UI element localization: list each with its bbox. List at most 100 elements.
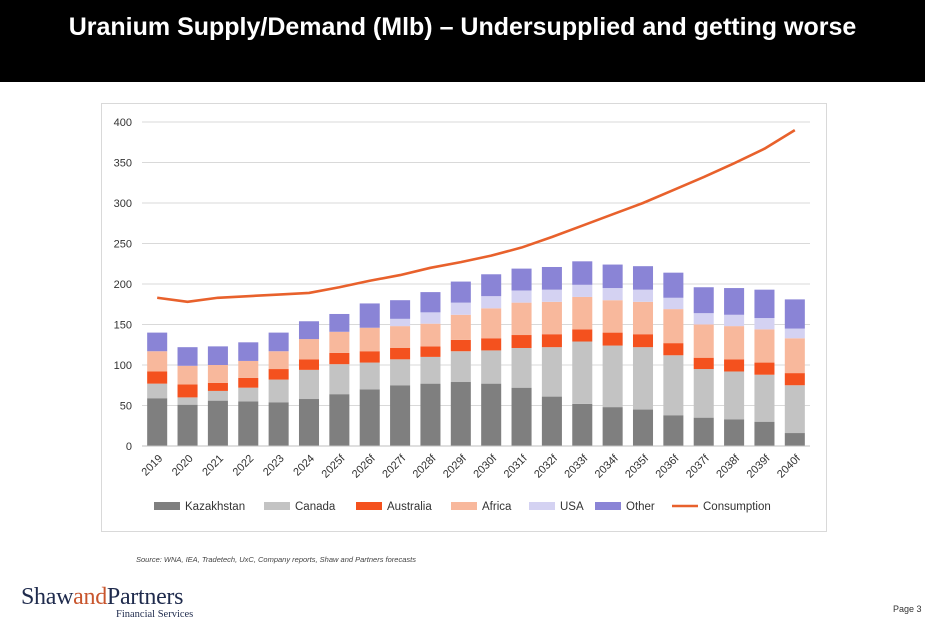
bar-canada-2026f xyxy=(359,362,380,390)
bar-other-2030f xyxy=(481,274,502,297)
logo-wordmark: ShawandPartners xyxy=(21,584,183,610)
bar-kazakhstan-2039f xyxy=(754,421,775,446)
bar-canada-2021 xyxy=(207,390,228,401)
bar-australia-2035f xyxy=(632,334,654,348)
bar-australia-2033f xyxy=(572,329,593,342)
bar-other-2034f xyxy=(602,264,623,289)
x-tick-label: 2037f xyxy=(684,452,713,481)
y-tick-label: 50 xyxy=(120,401,132,413)
legend-label-africa: Africa xyxy=(482,501,512,513)
chart-frame: 0 50 100 150 200 250 300 350 400 2019 2020 2021 2022… xyxy=(101,103,827,532)
legend-label-kazakhstan: Kazakhstan xyxy=(185,501,245,513)
legend-swatch-kazakhstan xyxy=(154,502,180,510)
bar-kazakhstan-2024 xyxy=(298,399,320,446)
bar-other-2031f xyxy=(511,268,532,291)
legend-swatch-australia xyxy=(356,502,382,510)
bar-canada-2033f xyxy=(572,341,593,404)
bar-australia-2038f xyxy=(724,359,745,372)
bar-usa-2029f xyxy=(450,302,471,315)
line-consumption xyxy=(157,128,796,304)
bar-australia-2040f xyxy=(784,373,805,386)
bar-australia-2019 xyxy=(147,371,168,384)
x-tick-label: 2033f xyxy=(562,452,591,481)
bar-other-2037f xyxy=(693,287,714,314)
legend-swatch-africa xyxy=(451,502,477,510)
legend-swatch-other xyxy=(595,502,621,510)
legend-swatch-canada xyxy=(264,502,290,510)
bar-usa-2037f xyxy=(693,313,714,325)
y-tick-label: 150 xyxy=(114,320,132,332)
bar-kazakhstan-2029f xyxy=(450,382,471,446)
bar-africa-2021 xyxy=(207,365,228,383)
bar-canada-2024 xyxy=(298,369,320,400)
bar-africa-2022 xyxy=(238,360,259,378)
x-tick-label: 2021 xyxy=(200,453,226,479)
bar-africa-2039f xyxy=(754,329,775,363)
bar-canada-2040f xyxy=(784,385,805,434)
bar-africa-2032f xyxy=(541,301,562,335)
legend-label-consumption: Consumption xyxy=(703,501,771,513)
y-tick-label: 350 xyxy=(114,158,132,170)
bar-other-2039f xyxy=(754,289,775,319)
bar-other-2033f xyxy=(572,261,593,285)
bar-canada-2019 xyxy=(147,383,168,399)
bar-usa-2032f xyxy=(541,289,562,302)
bar-africa-2040f xyxy=(784,338,805,374)
y-tick-label: 250 xyxy=(114,239,132,251)
bar-canada-2031f xyxy=(511,347,532,388)
bar-africa-2019 xyxy=(147,351,168,372)
x-tick-label: 2025f xyxy=(320,452,349,481)
x-tick-label: 2027f xyxy=(380,452,409,481)
bar-kazakhstan-2038f xyxy=(724,419,745,446)
bar-other-2023 xyxy=(268,332,289,352)
bar-other-2024 xyxy=(298,321,320,340)
bar-usa-2034f xyxy=(602,288,623,301)
bar-kazakhstan-2027f xyxy=(390,385,411,446)
bar-kazakhstan-2036f xyxy=(663,415,684,446)
bar-canada-2020 xyxy=(177,397,198,405)
bar-usa-2033f xyxy=(572,284,593,297)
x-tick-label: 2020 xyxy=(170,453,196,479)
bar-other-2026f xyxy=(359,303,380,328)
bar-other-2019 xyxy=(147,332,168,352)
bar-usa-2036f xyxy=(663,297,684,310)
bar-canada-2022 xyxy=(238,387,259,402)
bar-usa-2030f xyxy=(481,296,502,309)
page-number: Page 3 xyxy=(893,604,922,614)
bar-other-2022 xyxy=(238,342,259,361)
bar-kazakhstan-2040f xyxy=(784,433,805,446)
bar-usa-2040f xyxy=(784,328,805,339)
company-logo: ShawandPartners Financial Services xyxy=(21,584,193,620)
logo-shaw: Shaw xyxy=(21,584,74,610)
bar-canada-2025f xyxy=(329,364,350,395)
bar-kazakhstan-2028f xyxy=(420,383,441,446)
bar-canada-2028f xyxy=(420,356,441,384)
bar-australia-2036f xyxy=(663,343,684,356)
source-footnote: Source: WNA, IEA, Tradetech, UxC, Compan… xyxy=(136,555,416,564)
bar-africa-2036f xyxy=(663,309,684,344)
x-tick-label: 2038f xyxy=(714,452,743,481)
x-tick-label: 2030f xyxy=(471,452,500,481)
bar-africa-2034f xyxy=(602,300,623,333)
bar-kazakhstan-2037f xyxy=(693,417,714,446)
bar-kazakhstan-2022 xyxy=(238,401,259,446)
bar-usa-2039f xyxy=(754,318,775,330)
bar-africa-2024 xyxy=(298,339,320,360)
bar-africa-2033f xyxy=(572,296,593,330)
bar-other-2020 xyxy=(177,347,198,366)
bar-australia-2023 xyxy=(268,369,289,380)
bar-canada-2037f xyxy=(693,369,714,418)
x-tick-label: 2036f xyxy=(654,452,683,481)
bar-other-2028f xyxy=(420,292,441,313)
x-tick-label: 2019 xyxy=(140,453,166,479)
supply-demand-chart: 0 50 100 150 200 250 300 350 400 2019 2020 2021 2022… xyxy=(114,117,810,513)
bar-canada-2038f xyxy=(724,371,745,420)
bar-kazakhstan-2023 xyxy=(268,402,289,446)
legend-label-canada: Canada xyxy=(295,501,336,513)
bar-africa-2038f xyxy=(724,326,745,360)
x-tick-label: 2040f xyxy=(775,452,804,481)
bar-africa-2020 xyxy=(177,365,198,385)
x-tick-label: 2039f xyxy=(745,452,774,481)
bar-australia-2020 xyxy=(177,384,198,398)
bar-kazakhstan-2026f xyxy=(359,389,380,446)
